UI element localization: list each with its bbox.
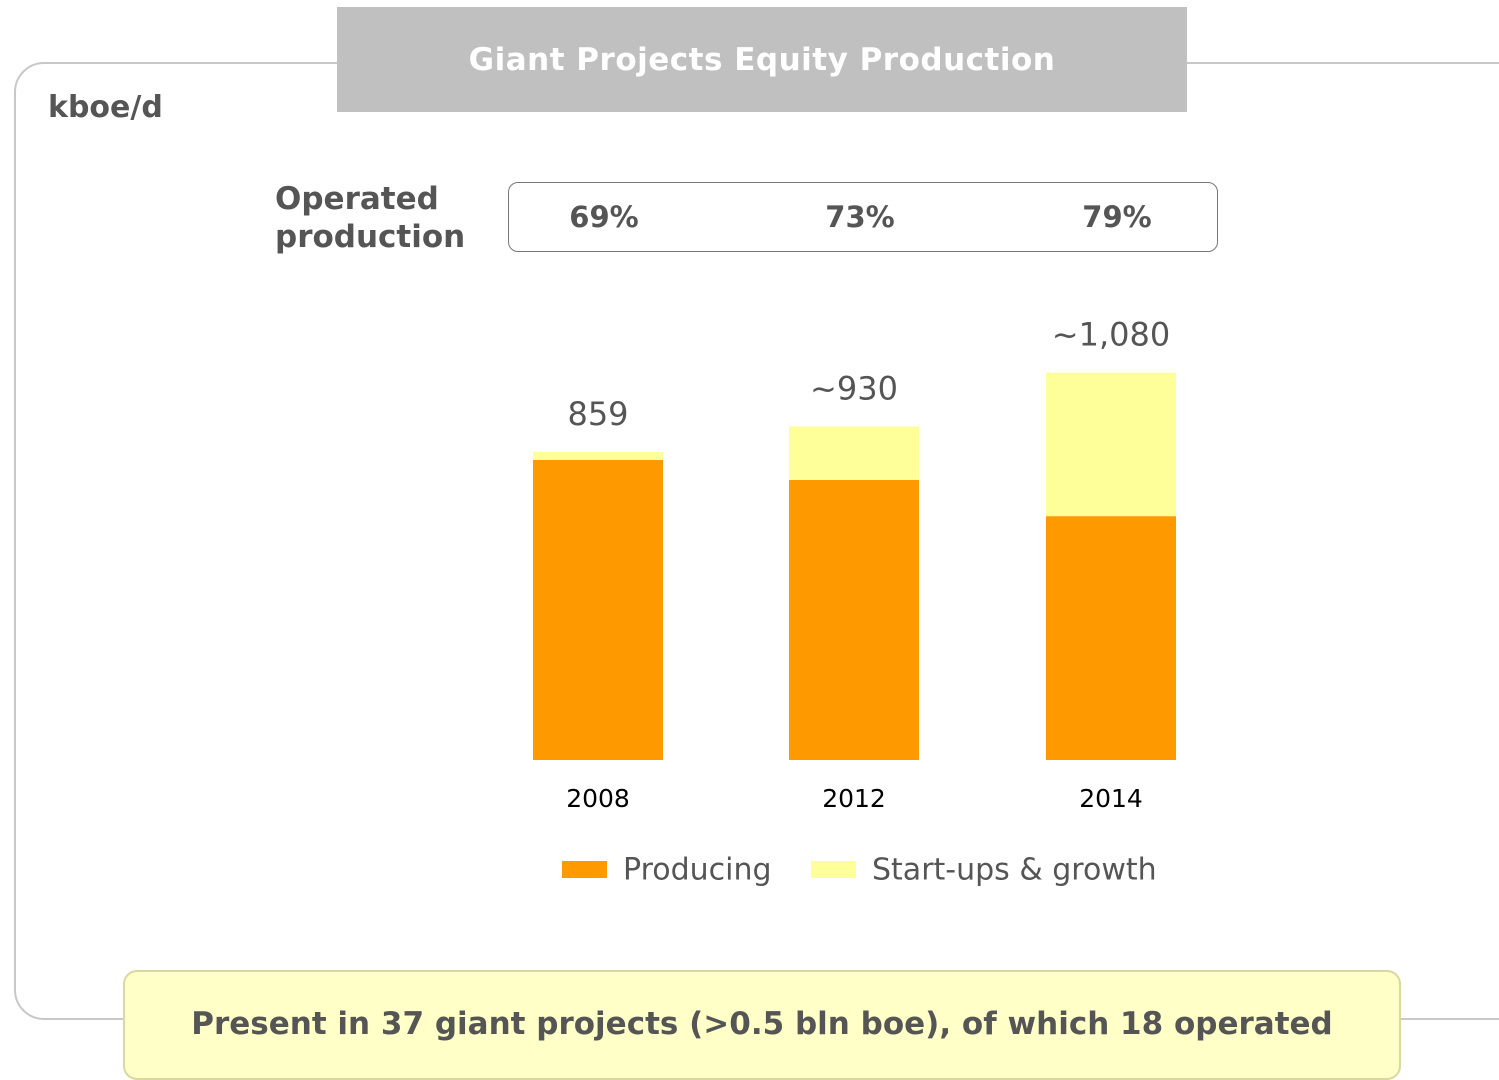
bar-segment xyxy=(533,459,663,760)
footnote: Present in 37 giant projects (>0.5 bln b… xyxy=(123,970,1401,1080)
x-tick-label: 2008 xyxy=(566,784,630,813)
operated-value: 79% xyxy=(1082,200,1151,234)
legend-swatch xyxy=(562,861,607,878)
unit-label: kboe/d xyxy=(48,90,163,125)
operated-box xyxy=(508,182,1218,252)
total-label: ~1,080 xyxy=(1052,316,1170,354)
legend-label: Start-ups & growth xyxy=(872,853,1157,888)
x-tick-label: 2014 xyxy=(1079,784,1143,813)
bar-segment xyxy=(533,451,663,460)
bar-segment xyxy=(1046,516,1176,760)
bar-segment xyxy=(1046,372,1176,517)
chart-title: Giant Projects Equity Production xyxy=(337,7,1187,112)
bar-segment xyxy=(789,426,919,480)
x-tick-label: 2012 xyxy=(822,784,886,813)
operated-value: 73% xyxy=(825,200,894,234)
bar-segment xyxy=(789,479,919,760)
total-label: 859 xyxy=(567,395,628,433)
legend-swatch xyxy=(811,861,856,878)
operated-label: Operated production xyxy=(275,181,466,255)
total-label: ~930 xyxy=(810,370,898,408)
operated-value: 69% xyxy=(569,200,638,234)
legend-label: Producing xyxy=(623,853,772,888)
